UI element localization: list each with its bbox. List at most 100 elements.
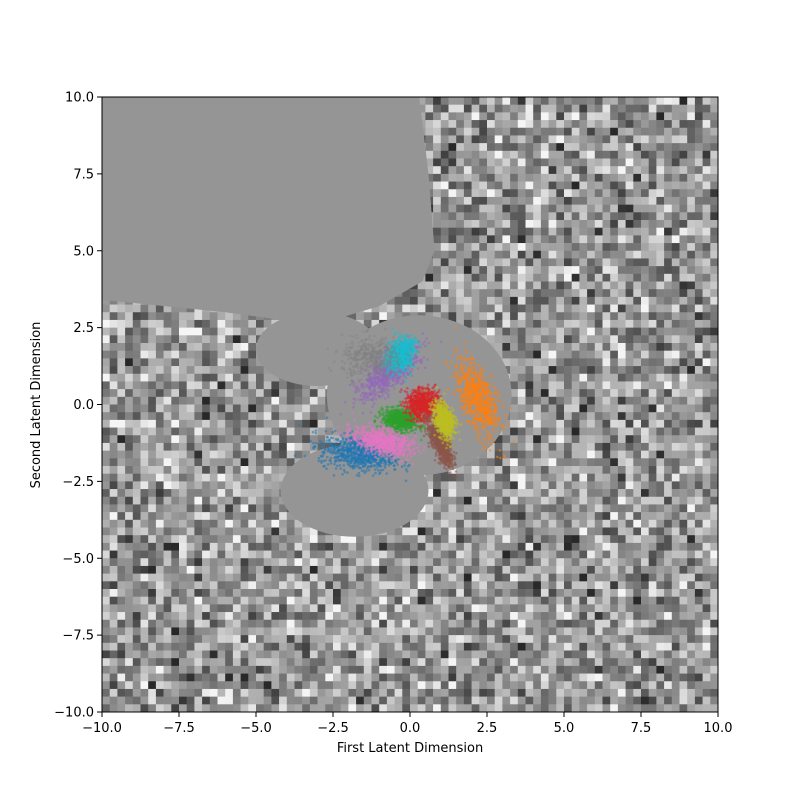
data-point [360, 398, 364, 402]
data-point [430, 433, 434, 436]
data-point [410, 419, 413, 423]
data-point [426, 404, 429, 408]
data-point [385, 413, 389, 417]
data-point [343, 400, 347, 404]
data-point [376, 469, 380, 472]
data-point [460, 365, 463, 368]
flat-region-blob [256, 312, 380, 386]
data-point [354, 386, 358, 390]
data-point [426, 394, 430, 398]
data-point [326, 455, 329, 459]
data-point [385, 386, 389, 390]
data-point [374, 432, 378, 436]
data-point [342, 468, 346, 472]
data-point [404, 418, 408, 422]
data-point [489, 449, 492, 452]
data-point [370, 383, 373, 386]
data-point [415, 425, 419, 429]
data-point [317, 459, 321, 463]
data-point [475, 413, 479, 417]
data-point [415, 404, 419, 407]
data-point [363, 431, 366, 434]
data-point [432, 443, 436, 446]
data-point [421, 401, 425, 405]
data-point [494, 398, 498, 401]
data-point [430, 441, 433, 444]
data-point [381, 413, 384, 416]
data-point [455, 451, 458, 455]
data-point [391, 435, 395, 439]
data-point [392, 425, 395, 429]
data-point [387, 444, 391, 447]
data-point [422, 356, 426, 359]
data-point [438, 462, 442, 466]
data-point [387, 393, 390, 397]
data-point [350, 430, 354, 433]
data-point [328, 447, 331, 451]
data-point [404, 397, 407, 400]
data-point [427, 409, 430, 413]
data-point [360, 443, 364, 446]
data-point [422, 342, 425, 346]
data-point [364, 445, 367, 449]
data-point [356, 458, 359, 462]
data-point [377, 446, 381, 450]
data-point [360, 424, 363, 428]
data-point [480, 432, 483, 435]
data-point [495, 430, 498, 434]
data-point [359, 370, 362, 374]
data-point [387, 410, 391, 413]
data-point [442, 462, 446, 465]
data-point [426, 358, 429, 362]
data-point [348, 429, 352, 433]
data-point [397, 431, 401, 435]
data-point [387, 454, 391, 458]
data-point [394, 416, 397, 420]
data-point [373, 395, 376, 399]
data-point [444, 359, 448, 363]
data-point [495, 410, 498, 413]
data-point [485, 412, 488, 415]
data-point [425, 400, 428, 403]
data-point [383, 459, 387, 463]
data-point [397, 426, 401, 430]
data-point [412, 437, 415, 441]
data-point [470, 396, 474, 399]
data-point [354, 432, 357, 435]
data-point [455, 363, 458, 367]
data-point [468, 370, 472, 373]
data-point [481, 408, 484, 412]
data-point [349, 443, 352, 446]
data-point [493, 392, 497, 395]
data-point [470, 387, 474, 390]
data-point [395, 412, 399, 416]
data-point [371, 430, 374, 434]
data-point [347, 454, 351, 458]
data-point [444, 361, 448, 365]
data-point [376, 416, 379, 419]
data-point [348, 427, 352, 431]
data-point [384, 418, 387, 422]
data-point [404, 479, 408, 483]
data-point [465, 393, 469, 397]
data-point [459, 368, 462, 371]
data-point [364, 399, 367, 402]
data-point [487, 391, 491, 395]
data-point [365, 470, 368, 473]
data-point [381, 408, 385, 411]
data-point [361, 411, 365, 415]
data-point [410, 455, 413, 458]
data-point [481, 399, 484, 402]
data-point [363, 471, 367, 475]
data-point [402, 405, 406, 408]
data-point [380, 457, 383, 461]
data-point [364, 443, 368, 446]
data-point [481, 380, 485, 384]
data-point [372, 370, 375, 374]
data-point [350, 453, 353, 457]
data-point [386, 408, 389, 411]
data-point [504, 413, 507, 416]
data-point [397, 456, 400, 459]
data-point [372, 374, 375, 378]
data-point [398, 413, 402, 416]
